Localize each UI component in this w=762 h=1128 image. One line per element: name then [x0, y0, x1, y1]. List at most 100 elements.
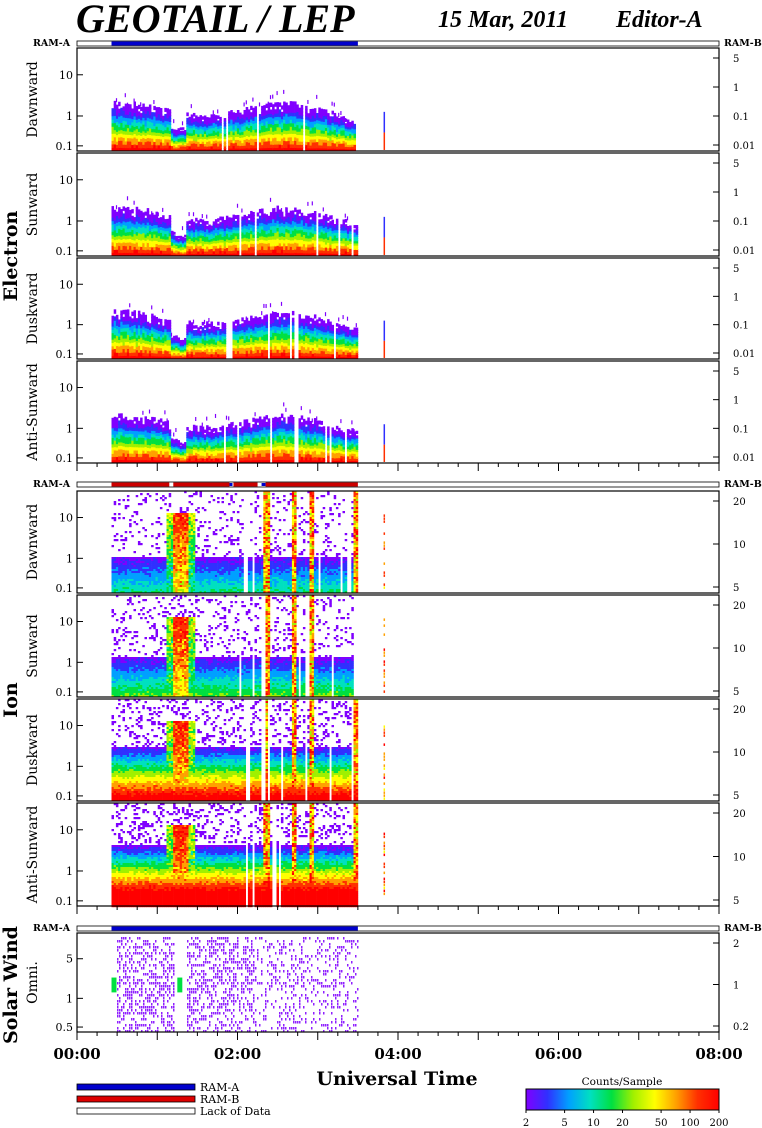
spectrogram-cell	[127, 103, 128, 107]
spectrogram-cell	[274, 102, 277, 106]
spectrogram-cell	[307, 316, 310, 320]
spectrogram-cell	[257, 212, 260, 216]
spectrogram-cell	[200, 426, 203, 430]
spectrogram-cell	[277, 313, 280, 317]
spectrogram-cell	[263, 304, 264, 308]
spectrogram-cell	[123, 317, 126, 321]
spectrogram-cell	[332, 116, 335, 120]
spectrogram-cell	[202, 322, 205, 326]
spectrogram-cell	[178, 239, 181, 241]
spectrogram-cell	[171, 338, 174, 341]
spectrogram-cell	[241, 317, 244, 321]
spectrogram-cell	[292, 210, 295, 214]
spectrogram-cell	[307, 214, 310, 218]
spectrogram-cell	[195, 330, 198, 333]
spectrogram-cell	[303, 216, 306, 220]
spectrogram-cell	[252, 318, 255, 322]
spectrogram-cell	[162, 326, 165, 330]
spectrogram-cell	[217, 224, 220, 228]
spectrogram-cell	[384, 132, 386, 150]
spectrogram-cell	[281, 112, 284, 116]
spectrogram-cell	[237, 319, 240, 323]
spectrogram-cell	[310, 109, 313, 113]
spectrogram-cell	[277, 91, 278, 95]
spectrogram-cell	[248, 321, 251, 325]
spectrogram-cell	[235, 320, 238, 324]
spectrogram-cell	[112, 316, 115, 320]
spectrogram-cell	[215, 219, 218, 223]
spectrogram-cell	[162, 422, 165, 426]
spectrogram-cell	[307, 202, 308, 206]
spectrogram-cell	[156, 107, 159, 111]
spectrogram-cell	[228, 111, 231, 115]
spectrogram-cell	[191, 431, 194, 434]
spectrogram-cell	[318, 323, 321, 327]
spectrogram-cell	[114, 417, 117, 421]
spectrogram-cell	[197, 220, 200, 224]
spectrogram-cell	[145, 212, 148, 216]
spectrogram-cell	[252, 212, 255, 216]
spectrogram-cell	[123, 206, 126, 211]
spectrogram-cell	[206, 321, 209, 325]
tick-label: 0.01	[733, 349, 755, 360]
spectrogram-cell	[160, 418, 163, 422]
spectrogram-cell	[248, 109, 251, 113]
spectrogram-cell	[125, 208, 128, 212]
spectrogram-cell	[123, 418, 126, 422]
spectrogram-cell	[134, 417, 137, 421]
spectrogram-cell	[151, 211, 152, 215]
spectrogram-cell	[145, 416, 148, 420]
spectrogram-cell	[184, 442, 187, 444]
spectrogram-cell	[259, 216, 262, 220]
spectrogram-cell	[149, 323, 152, 327]
spectrogram-cell	[270, 103, 273, 107]
spectrogram-cell	[332, 220, 335, 224]
tick-label: 1	[66, 215, 73, 228]
spectrogram-cell	[279, 102, 282, 106]
spectrogram-cell	[206, 221, 209, 224]
spectrogram-cell	[186, 427, 189, 431]
spectrogram-cell	[169, 429, 172, 433]
spectrogram-cell	[193, 325, 196, 328]
spectrogram-cell	[162, 116, 165, 120]
spectrogram-cell	[347, 327, 350, 330]
spectrogram-cell	[230, 110, 233, 114]
spectrogram-cell	[318, 108, 321, 112]
spectrogram-cell	[114, 210, 117, 214]
spectrogram-cell	[332, 325, 335, 329]
spectrogram-cell	[274, 212, 277, 216]
spectrogram-cell	[219, 117, 222, 121]
spectrogram-cell	[162, 427, 165, 431]
tick-label: 1	[733, 188, 739, 199]
spectrogram-cell	[193, 222, 196, 225]
ion-ram-bar: RAM-A RAM-B	[33, 479, 762, 490]
spectrogram-cell	[329, 221, 332, 225]
spectrogram-cell	[158, 107, 161, 111]
spectrogram-cell	[312, 318, 315, 322]
spectrogram-cell	[244, 320, 247, 324]
spectrogram-cell	[204, 330, 207, 333]
spectrogram-cell	[246, 216, 249, 220]
spectrogram-cell	[120, 413, 123, 418]
spectrogram-cell	[211, 321, 214, 325]
spectrogram-cell	[202, 214, 203, 218]
spectrogram-cell	[325, 323, 328, 327]
spectrogram-cell	[171, 129, 174, 132]
spectrogram-cell	[327, 217, 330, 221]
spectrogram-cell	[255, 316, 258, 320]
spectrogram-cell	[191, 104, 192, 108]
ram-a-label: RAM-A	[33, 923, 71, 934]
spectrogram-cell	[239, 113, 242, 117]
tick-label: 0.1	[733, 112, 749, 123]
spectrogram-cell	[310, 213, 313, 217]
spectrogram-cell	[189, 226, 192, 229]
spectrogram-cell	[202, 423, 203, 427]
spectrogram-cell	[125, 104, 128, 108]
spectrogram-cell	[241, 209, 242, 213]
spectrogram-cell	[191, 114, 194, 118]
spectrogram-cell	[153, 112, 156, 116]
spectrogram-cell	[164, 108, 167, 112]
spectrogram-cell	[299, 108, 302, 112]
spectrogram-cell	[149, 104, 152, 108]
spectrogram-cell	[279, 109, 282, 113]
